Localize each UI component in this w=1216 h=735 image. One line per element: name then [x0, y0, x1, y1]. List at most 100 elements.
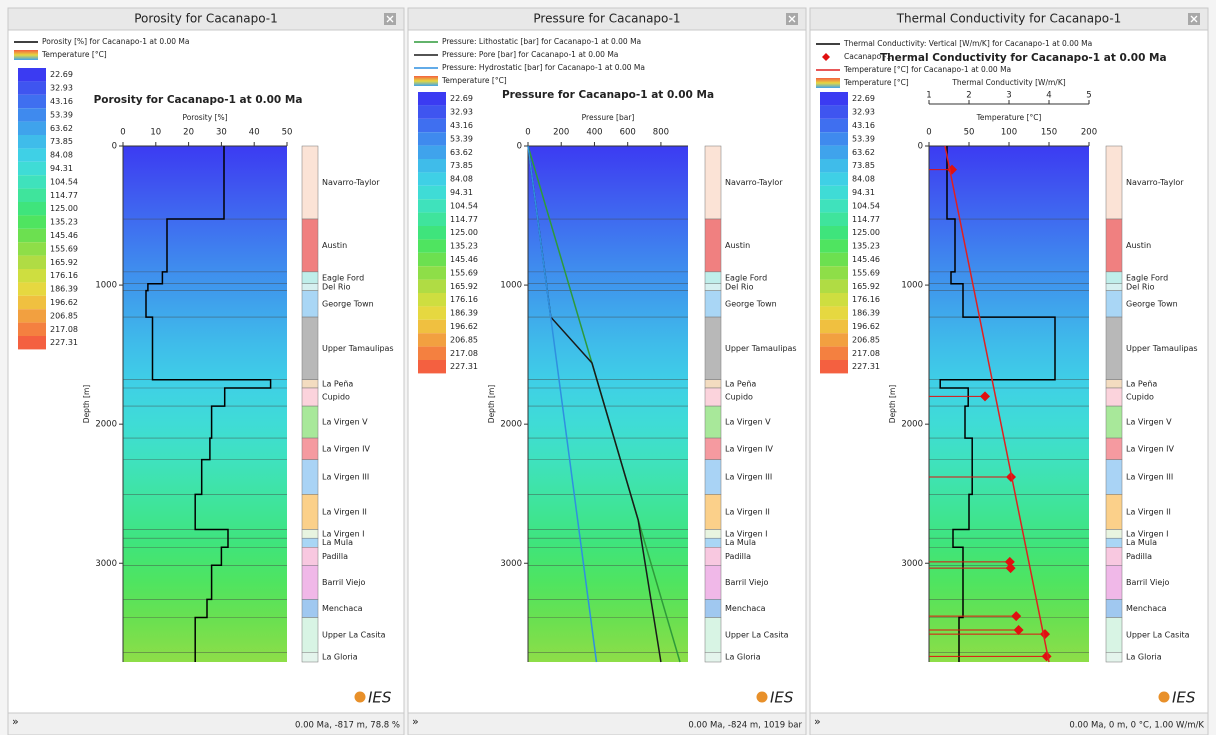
formation-column [704, 537, 722, 548]
formation-label: La Virgen IV [725, 444, 774, 453]
expander[interactable]: » [814, 715, 821, 728]
y-axis-label: Depth [m] [82, 385, 91, 423]
temperature-swatch [418, 306, 446, 320]
formation-label: La Virgen I [1126, 529, 1169, 538]
data-line [145, 146, 272, 662]
close-button[interactable] [384, 13, 396, 25]
formation-column [704, 565, 722, 600]
x-tick-label: 0 [525, 128, 530, 138]
temperature-swatch [820, 199, 848, 213]
temperature-swatch [18, 255, 46, 269]
temperature-value: 206.85 [450, 335, 478, 344]
formation-column [1105, 316, 1123, 380]
plot-background [528, 146, 688, 662]
formation-label: Upper La Casita [1126, 630, 1190, 639]
formation-column [301, 283, 319, 291]
temperature-swatch [18, 175, 46, 189]
temperature-swatch [820, 306, 848, 320]
formation-label: La Gloria [322, 653, 358, 662]
temperature-swatch [18, 269, 46, 283]
temperature-swatch [820, 92, 848, 106]
panel: Thermal Conductivity for Cacanapo-1 » 0.00… [809, 7, 1209, 735]
temperature-value: 94.31 [852, 188, 875, 197]
logo: IES [1172, 689, 1196, 707]
formation-label: Cupido [322, 393, 350, 402]
temperature-swatch [820, 319, 848, 334]
temperature-value: 22.69 [852, 94, 875, 103]
formation-column [704, 387, 722, 407]
temperature-swatch [18, 148, 46, 162]
temperature-value: 206.85 [852, 335, 880, 344]
formation-column [704, 290, 722, 318]
formation-label: Barril Viejo [1126, 578, 1169, 587]
formation-column [301, 437, 319, 460]
status-text: 0.00 Ma, -817 m, 78.8 % [295, 721, 400, 731]
formation-label: Upper Tamaulipas [725, 344, 797, 353]
formation-column [704, 405, 722, 439]
y-tick-label: 2000 [901, 420, 923, 430]
formation-label: George Town [725, 299, 777, 308]
temperature-value: 155.69 [50, 244, 78, 253]
status-bar [407, 712, 807, 735]
y-tick-label: 2000 [500, 420, 522, 430]
status-text: 0.00 Ma, -824 m, 1019 bar [688, 721, 802, 731]
formation-label: Austin [725, 241, 750, 250]
temperature-swatch [820, 159, 848, 173]
panel-title: Thermal Conductivity for Cacanapo-1 [896, 12, 1122, 26]
temperature-swatch [820, 279, 848, 293]
formation-label: La Mula [725, 538, 756, 547]
formation-label: Upper Tamaulipas [1126, 344, 1198, 353]
temperature-swatch [18, 81, 46, 95]
plot-background [123, 146, 287, 662]
x-tick-label: 50 [964, 128, 975, 138]
plot-background [929, 146, 1089, 662]
close-button[interactable] [1188, 13, 1200, 25]
temperature-swatch [418, 279, 446, 293]
temperature-swatch [418, 159, 446, 173]
formation-column [1105, 437, 1123, 460]
close-button[interactable] [786, 13, 798, 25]
temperature-swatch [18, 68, 46, 82]
temperature-swatch [820, 226, 848, 240]
formation-column [1105, 271, 1123, 284]
formation-label: La Gloria [1126, 653, 1162, 662]
formation-label: Del Rio [1126, 283, 1155, 292]
formation-label: Menchaca [725, 604, 766, 613]
chart-title: Thermal Conductivity for Cacanapo-1 at 0… [880, 52, 1167, 64]
temperature-value: 53.39 [852, 134, 875, 143]
temperature-value: 155.69 [852, 268, 880, 277]
legend-label: Cacanapo -1 [844, 52, 891, 61]
formation-label: Barril Viejo [725, 578, 768, 587]
panel-title-bar [7, 7, 405, 31]
temperature-value: 206.85 [50, 311, 78, 320]
status-bar [7, 712, 405, 735]
temperature-value: 186.39 [50, 285, 78, 294]
legend-label: Porosity [%] for Cacanapo-1 at 0.00 Ma [42, 37, 190, 46]
x-tick-label: 0 [926, 128, 931, 138]
temperature-value: 125.00 [50, 204, 78, 213]
formation-label: Navarro-Taylor [322, 178, 380, 187]
temperature-value: 32.93 [50, 84, 73, 93]
formation-label: La Virgen III [1126, 473, 1173, 482]
data-marker [980, 391, 990, 402]
expander[interactable]: » [12, 715, 19, 728]
temperature-swatch [18, 309, 46, 323]
temperature-swatch [418, 252, 446, 267]
formation-label: La Gloria [725, 653, 761, 662]
legend-label: Pressure: Pore [bar] for Cacanapo-1 at 0… [442, 50, 618, 59]
formation-column [704, 379, 722, 389]
formation-column [1105, 547, 1123, 566]
temperature-swatch [18, 336, 46, 350]
x-tick-label: 400 [586, 128, 602, 138]
temperature-value: 186.39 [450, 309, 478, 318]
formation-label: La Virgen IV [322, 444, 371, 453]
formation-column [301, 405, 319, 439]
temperature-swatch [820, 105, 848, 119]
formation-column [1105, 218, 1123, 273]
formation-column [301, 494, 319, 530]
temperature-value: 186.39 [852, 309, 880, 318]
formation-column [704, 316, 722, 380]
expander[interactable]: » [412, 715, 419, 728]
temperature-swatch [820, 239, 848, 253]
logo-icon [756, 691, 768, 703]
